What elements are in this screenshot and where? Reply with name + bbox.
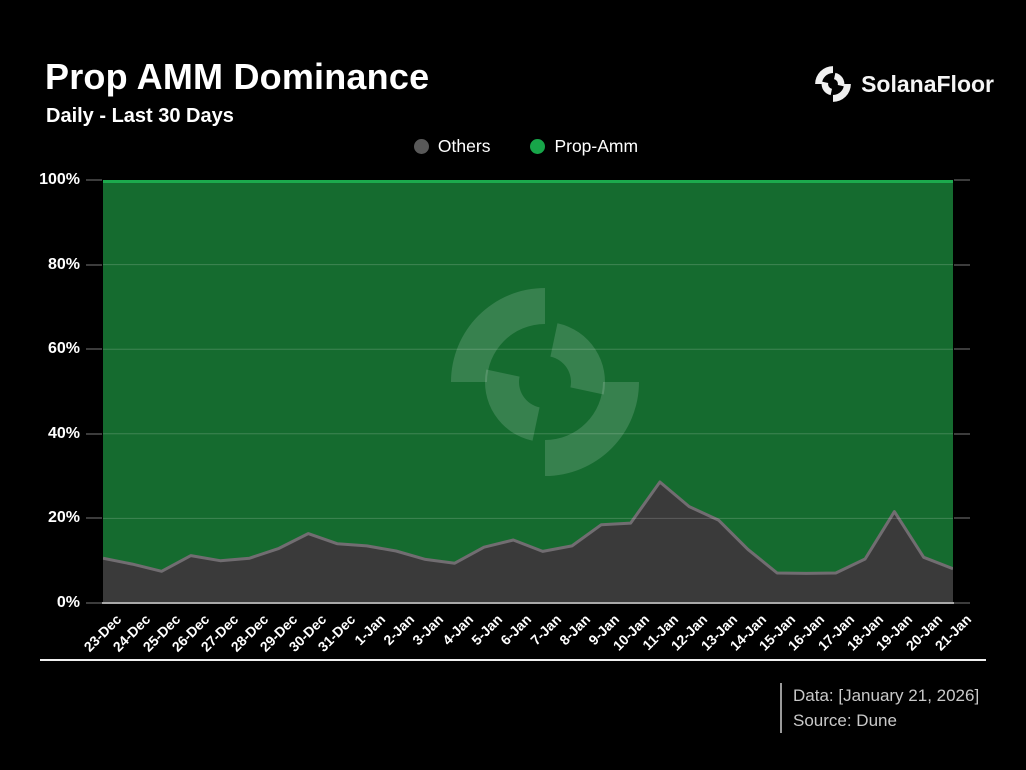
x-axis-label: 1-Jan [350, 611, 389, 649]
x-axis-label: 3-Jan [409, 611, 447, 649]
x-axis-label: 4-Jan [438, 611, 477, 649]
x-axis-label: 2-Jan [380, 611, 418, 649]
legend-item-others: Others [413, 136, 491, 157]
axis-tick [86, 179, 102, 181]
footer-data-line: Data: [January 21, 2026] [793, 686, 980, 705]
page-title: Prop AMM Dominance [45, 56, 430, 97]
footer-source-line: Source: Dune [793, 711, 897, 730]
axis-tick [954, 602, 970, 604]
axis-tick [954, 263, 970, 266]
axis-tick [86, 432, 102, 435]
page-subtitle: Daily - Last 30 Days [46, 105, 234, 127]
brand: SolanaFloor [814, 63, 994, 105]
axis-tick [954, 517, 970, 520]
others-boundary-line [103, 480, 953, 575]
prop-amm-dot-icon [530, 139, 546, 154]
x-axis-line [95, 602, 968, 604]
axis-tick [954, 179, 970, 181]
axis-tick [86, 517, 102, 520]
y-axis-label: 100% [39, 171, 80, 188]
footer-note: Data: [January 21, 2026] Source: Dune [780, 683, 979, 733]
x-axis-label: 8-Jan [556, 611, 594, 649]
x-axis-label: 6-Jan [497, 611, 535, 649]
brand-name: SolanaFloor [861, 70, 994, 97]
axis-tick [86, 602, 102, 604]
legend-label-prop-amm: Prop-Amm [554, 136, 639, 156]
x-axis-label: 7-Jan [526, 611, 564, 649]
axis-tick [86, 263, 102, 266]
y-axis-label: 80% [47, 255, 80, 273]
legend-item-prop-amm: Prop-Amm [530, 136, 638, 157]
axis-tick [86, 348, 102, 351]
axis-tick [954, 432, 970, 435]
others-area [103, 482, 953, 603]
footer-divider-line [40, 659, 986, 661]
others-dot-icon [413, 139, 429, 154]
y-axis-label: 20% [47, 509, 80, 527]
y-axis-label: 0% [56, 594, 80, 611]
y-axis-label: 60% [47, 340, 80, 358]
y-axis-label: 40% [47, 424, 80, 442]
axis-tick [954, 348, 970, 351]
x-axis-label: 5-Jan [468, 611, 506, 649]
chart-legend: Others Prop-Amm [0, 136, 1026, 157]
chart-plot [103, 180, 953, 603]
legend-label-others: Others [437, 136, 491, 156]
prop-amm-area [103, 180, 953, 603]
